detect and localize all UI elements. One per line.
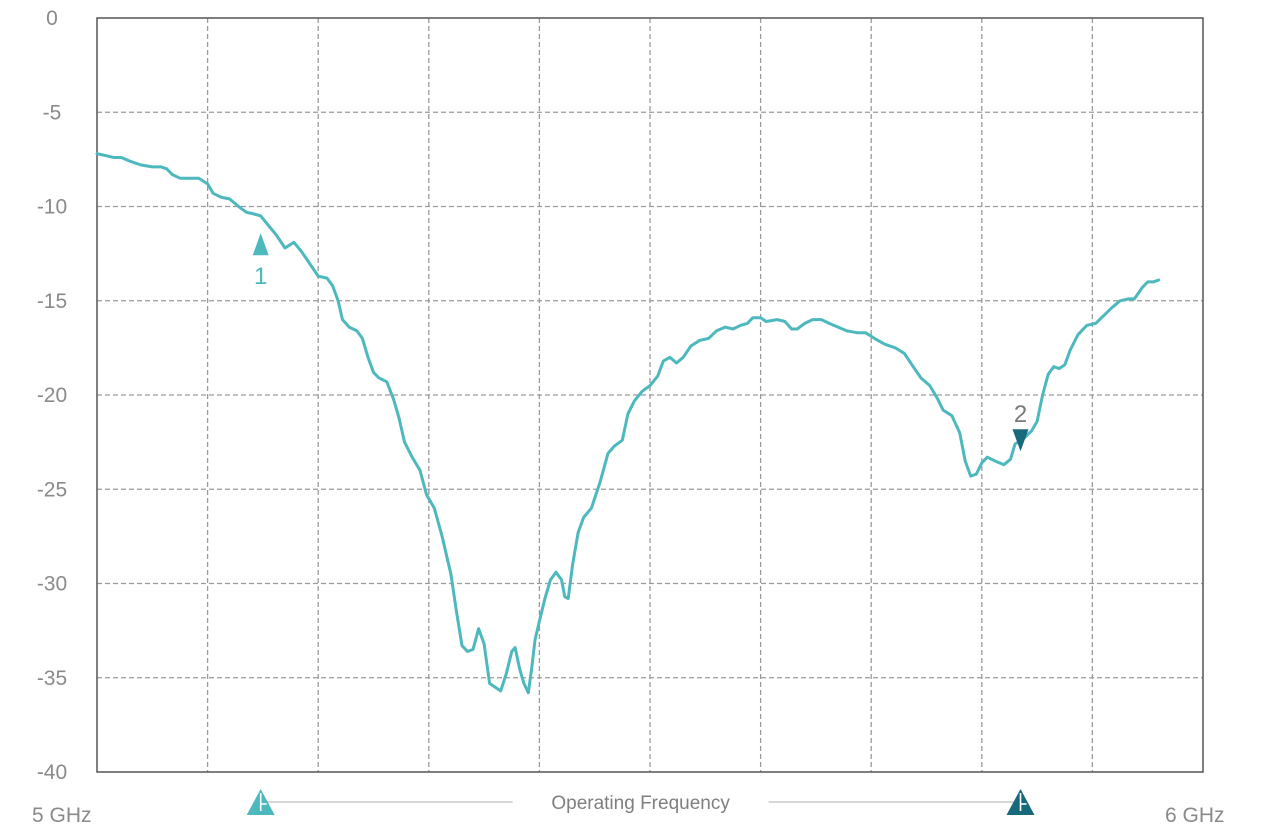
markers: 12: [252, 233, 1029, 452]
y-tick-label: -30: [37, 573, 67, 596]
operating-frequency-band: Operating Frequency: [246, 789, 1035, 815]
y-tick-label: 0: [46, 7, 58, 30]
x-min-label: 5 GHz: [32, 804, 92, 827]
marker-1-label: 1: [254, 263, 267, 290]
grid-lines: [97, 18, 1203, 772]
band-label: Operating Frequency: [551, 793, 730, 814]
series-line: [95, 152, 1161, 695]
marker-2-label: 2: [1014, 401, 1027, 428]
y-tick-label: -15: [37, 290, 67, 313]
plot-frame: [96, 17, 1204, 773]
y-tick-label: -40: [37, 761, 67, 784]
y-tick-label: -20: [37, 384, 67, 407]
y-tick-label: -5: [43, 101, 62, 124]
marker-1-triangle: [252, 233, 269, 256]
marker-2-triangle: [1012, 429, 1029, 452]
x-max-label: 6 GHz: [1165, 804, 1225, 827]
y-tick-label: -25: [37, 478, 67, 501]
y-tick-label: -35: [37, 667, 67, 690]
y-tick-labels: 0 -5 -10 -15 -20 -25 -30 -35 -40: [37, 7, 67, 784]
y-tick-label: -10: [37, 196, 67, 219]
